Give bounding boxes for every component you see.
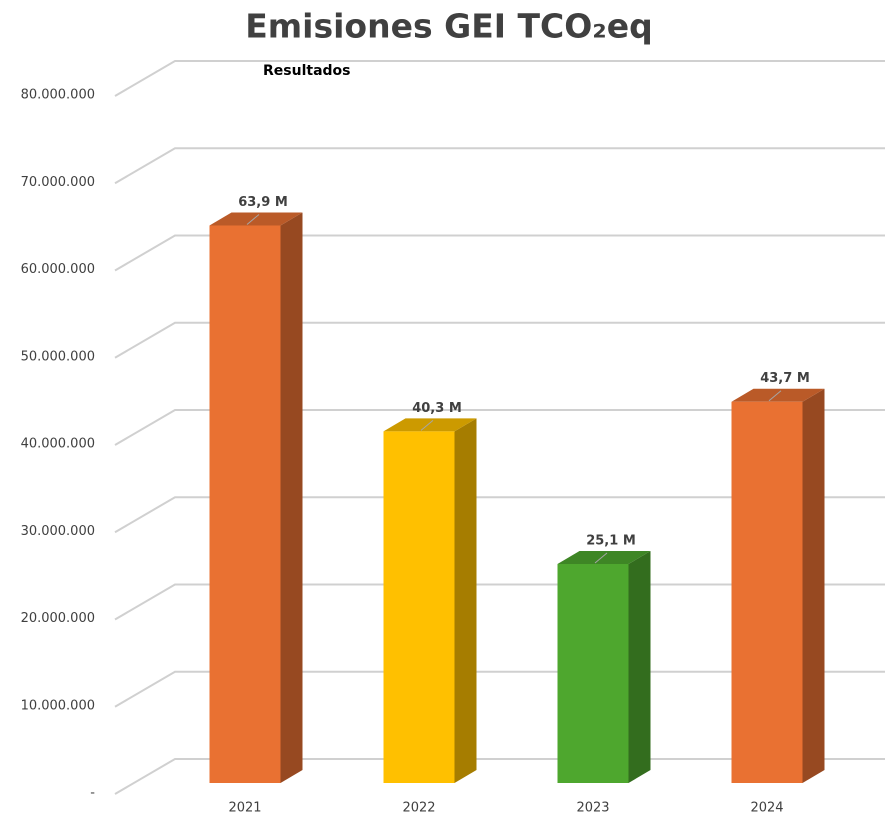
bar-front <box>557 564 629 783</box>
grid-line <box>114 321 885 359</box>
data-label: 40,3 M <box>412 401 462 416</box>
y-tick-label: 80.000.000 <box>21 88 95 103</box>
y-tick-label: 60.000.000 <box>21 262 95 277</box>
bar-top <box>383 418 477 432</box>
y-tick-label: 40.000.000 <box>21 437 95 452</box>
data-label: 43,7 M <box>760 371 810 386</box>
data-label: 63,9 M <box>238 195 288 210</box>
bar-side <box>802 388 825 783</box>
bar-front <box>209 225 281 783</box>
bar-top <box>209 212 303 226</box>
grid-line <box>114 234 885 272</box>
y-tick-label: - <box>90 786 95 801</box>
x-tick-label: 2024 <box>750 801 783 816</box>
grid-line <box>114 496 885 534</box>
label-leader <box>420 419 434 431</box>
label-leader <box>768 390 782 402</box>
bar <box>209 212 303 783</box>
data-label: 25,1 M <box>586 534 636 549</box>
label-leader <box>246 214 260 225</box>
grid-line <box>114 147 885 185</box>
y-tick-label: 50.000.000 <box>21 349 95 364</box>
chart-subtitle: Resultados <box>263 63 351 79</box>
bar-side <box>628 551 651 783</box>
bar-front <box>383 431 455 783</box>
chart-title: Emisiones GEI TCO₂eq <box>245 7 653 46</box>
y-tick-label: 30.000.000 <box>21 524 95 539</box>
grid-line <box>114 409 885 446</box>
bar <box>383 418 477 783</box>
grid-line <box>114 60 885 97</box>
x-tick-label: 2022 <box>402 801 435 816</box>
bar-top <box>731 388 825 402</box>
y-tick-label: 20.000.000 <box>21 611 95 626</box>
bar <box>557 551 651 783</box>
y-tick-label: 10.000.000 <box>21 698 95 713</box>
y-tick-label: 70.000.000 <box>21 175 95 190</box>
bar-side <box>454 418 477 783</box>
x-tick-label: 2021 <box>228 801 261 816</box>
bar-side <box>280 212 303 783</box>
bar-top <box>557 551 651 565</box>
bar <box>731 388 825 783</box>
bar-front <box>731 401 803 783</box>
x-tick-label: 2023 <box>576 801 609 816</box>
label-leader <box>594 552 608 564</box>
